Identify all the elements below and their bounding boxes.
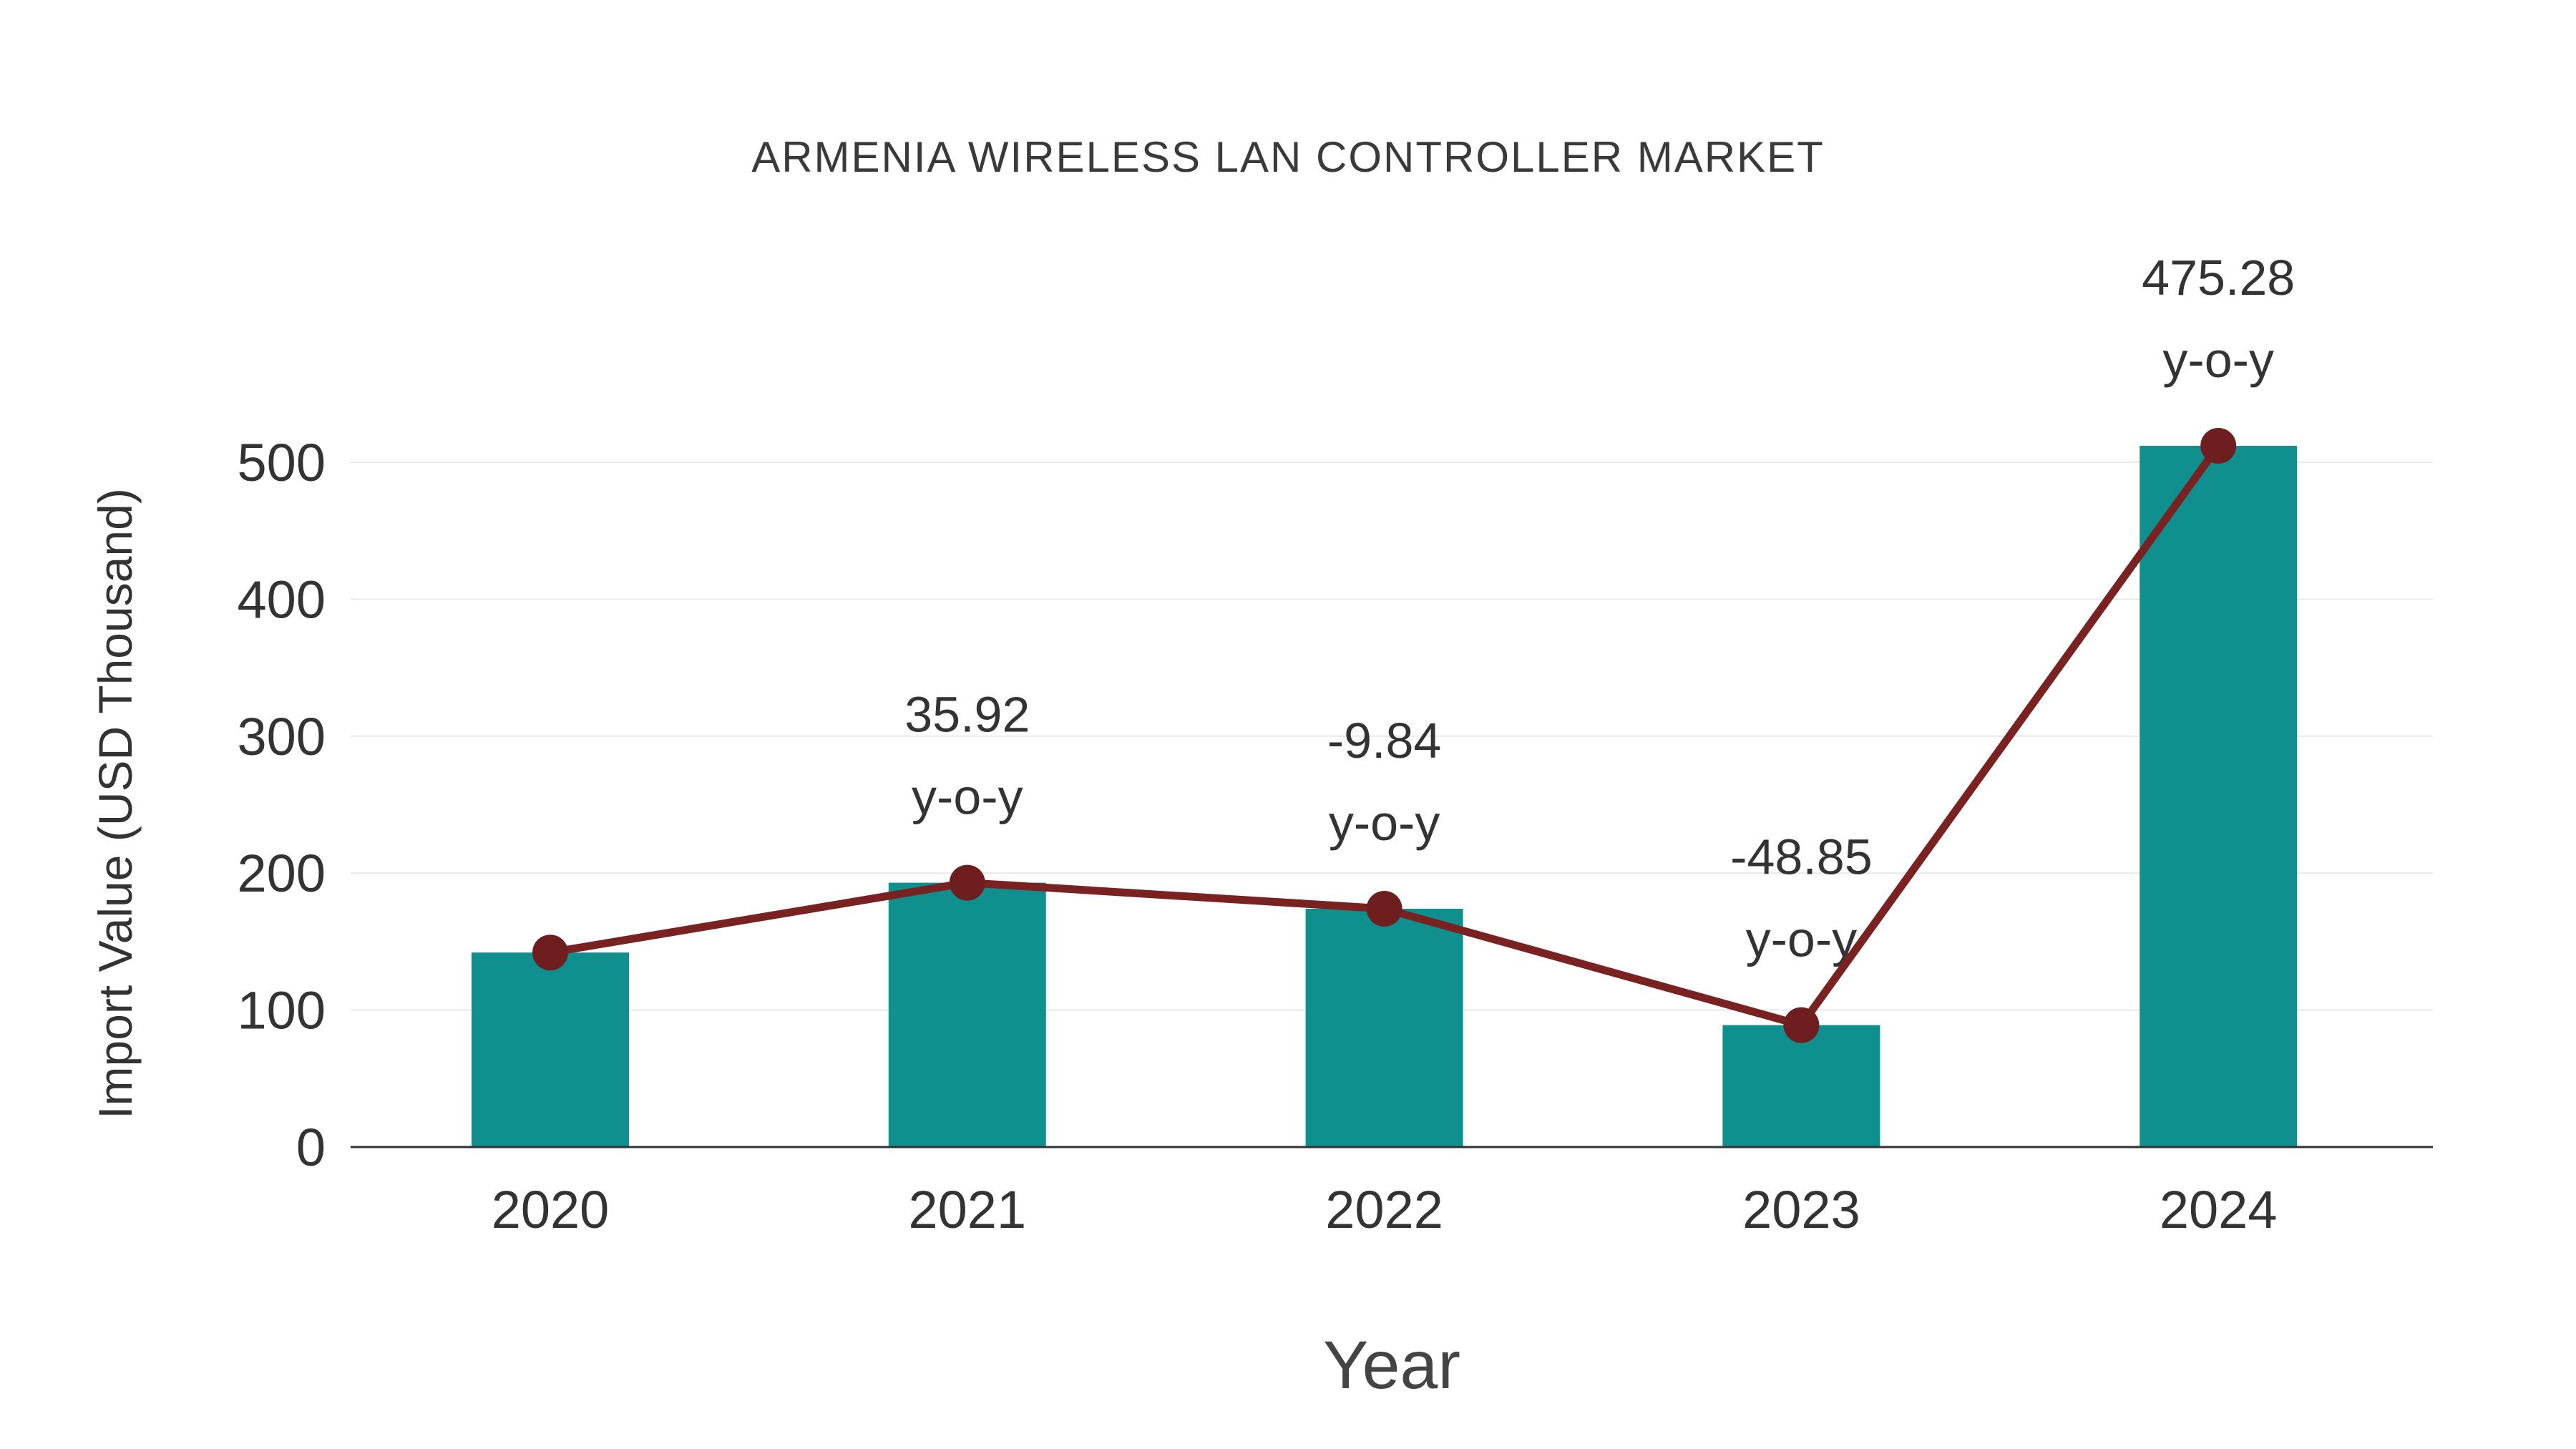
bar-2022 — [1305, 908, 1463, 1147]
marker-2020 — [532, 935, 568, 971]
bar-2020 — [472, 952, 629, 1147]
annotation-suffix-2023: y-o-y — [1746, 912, 1858, 967]
y-tick-100: 100 — [238, 981, 326, 1040]
bar-2021 — [888, 882, 1046, 1147]
y-axis-title: Import Value (USD Thousand) — [89, 488, 142, 1119]
x-tick-2021: 2021 — [908, 1180, 1026, 1239]
x-tick-2020: 2020 — [492, 1180, 610, 1239]
marker-2022 — [1366, 890, 1402, 927]
x-tick-2023: 2023 — [1742, 1180, 1860, 1239]
annotation-value-2024: 475.28 — [2142, 250, 2295, 306]
annotation-suffix-2022: y-o-y — [1329, 795, 1440, 851]
x-axis-title: Year — [1323, 1327, 1460, 1403]
marker-2023 — [1783, 1007, 1820, 1043]
annotation-suffix-2024: y-o-y — [2162, 332, 2274, 388]
plot-area: 0 100 200 300 400 500 2020 2021 2022 2023 2024 35.9… — [238, 250, 2433, 1239]
x-tick-2022: 2022 — [1325, 1180, 1443, 1239]
y-tick-400: 400 — [238, 570, 326, 629]
bar-2024 — [2140, 446, 2298, 1147]
x-tick-2024: 2024 — [2160, 1180, 2278, 1239]
y-tick-500: 500 — [238, 433, 326, 492]
annotation-suffix-2021: y-o-y — [912, 769, 1023, 825]
annotation-value-2023: -48.85 — [1730, 829, 1872, 885]
chart-title: ARMENIA WIRELESS LAN CONTROLLER MARKET — [751, 133, 1825, 181]
annotation-value-2022: -9.84 — [1327, 713, 1442, 769]
bar-2023 — [1722, 1025, 1880, 1147]
y-tick-0: 0 — [296, 1118, 326, 1177]
marker-2024 — [2200, 428, 2237, 464]
y-tick-200: 200 — [238, 844, 326, 903]
annotation-value-2021: 35.92 — [904, 687, 1030, 743]
marker-2021 — [949, 864, 985, 901]
y-tick-300: 300 — [238, 707, 326, 766]
